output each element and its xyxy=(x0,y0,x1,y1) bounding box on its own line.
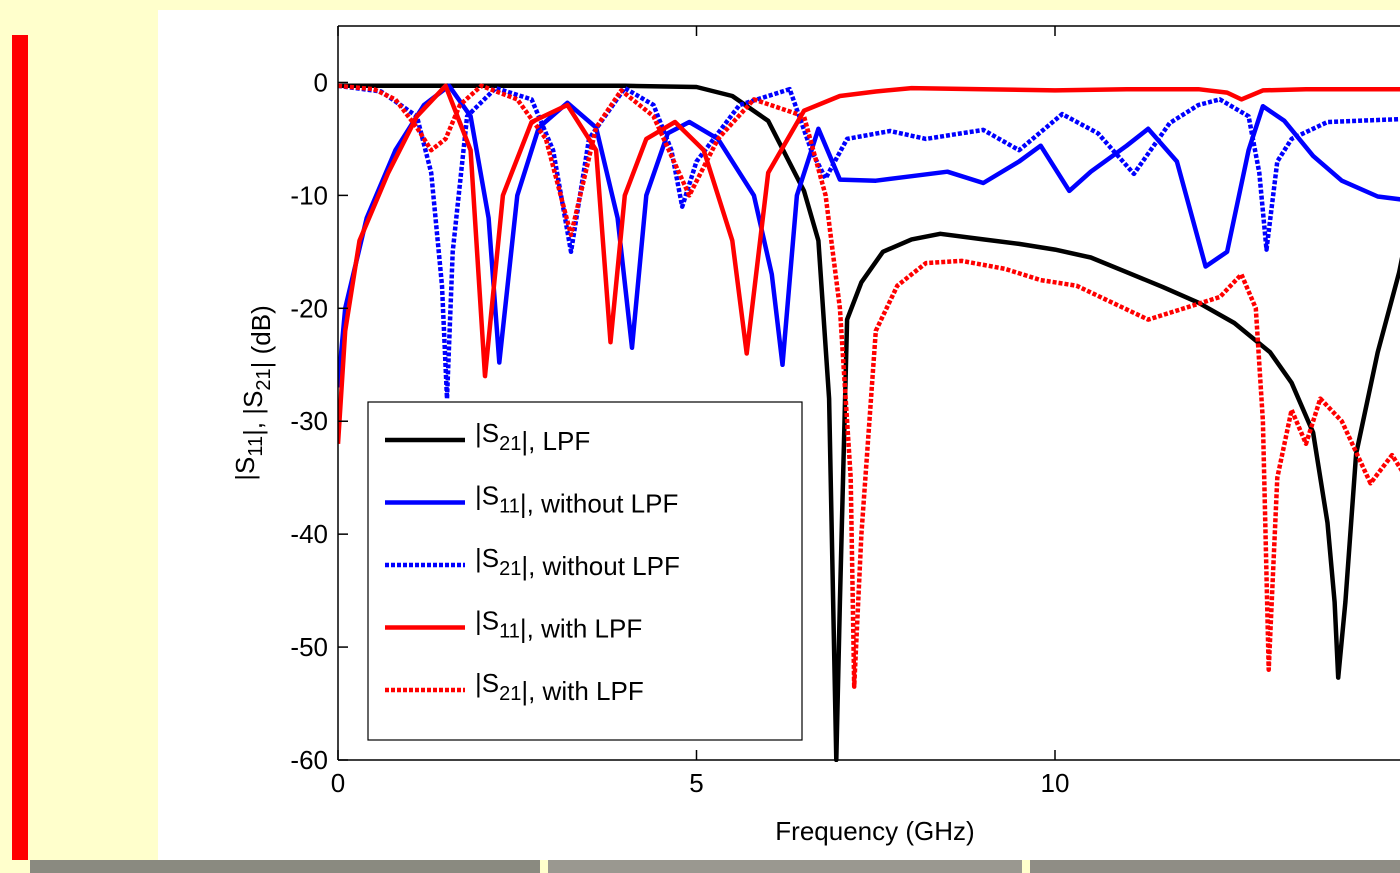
photo-strip xyxy=(548,860,1022,873)
y-tick-label: -10 xyxy=(290,180,328,210)
legend: |S21|, LPF |S11|, without LPF |S21|, witho… xyxy=(367,401,803,741)
y-tick-label: 0 xyxy=(314,67,328,97)
x-tick-label: 5 xyxy=(689,768,703,798)
legend-label: |S21|, LPF xyxy=(475,418,590,456)
y-tick-label: -60 xyxy=(290,745,328,775)
y-axis-label: |S11|, |S21| (dB) xyxy=(230,305,276,481)
legend-label: |S21|, without LPF xyxy=(475,543,680,581)
photo-strip xyxy=(30,860,540,873)
legend-label: |S11|, without LPF xyxy=(475,481,678,519)
photo-strip xyxy=(1030,860,1400,873)
legend-box xyxy=(367,401,803,741)
accent-bar xyxy=(12,35,28,860)
y-tick-label: -30 xyxy=(290,406,328,436)
plot-area xyxy=(338,83,1400,762)
series-line xyxy=(338,83,1400,689)
legend-label: |S11|, with LPF xyxy=(475,606,642,644)
x-tick-label: 0 xyxy=(331,768,345,798)
series-line xyxy=(338,83,1400,388)
series-line xyxy=(338,83,1400,444)
series-line xyxy=(338,83,1400,762)
legend-label: |S21|, with LPF xyxy=(475,668,644,706)
y-tick-label: -50 xyxy=(290,632,328,662)
x-axis-label: Frequency (GHz) xyxy=(775,816,974,846)
y-tick-label: -20 xyxy=(290,293,328,323)
x-tick-label: 10 xyxy=(1041,768,1070,798)
y-tick-label: -40 xyxy=(290,519,328,549)
